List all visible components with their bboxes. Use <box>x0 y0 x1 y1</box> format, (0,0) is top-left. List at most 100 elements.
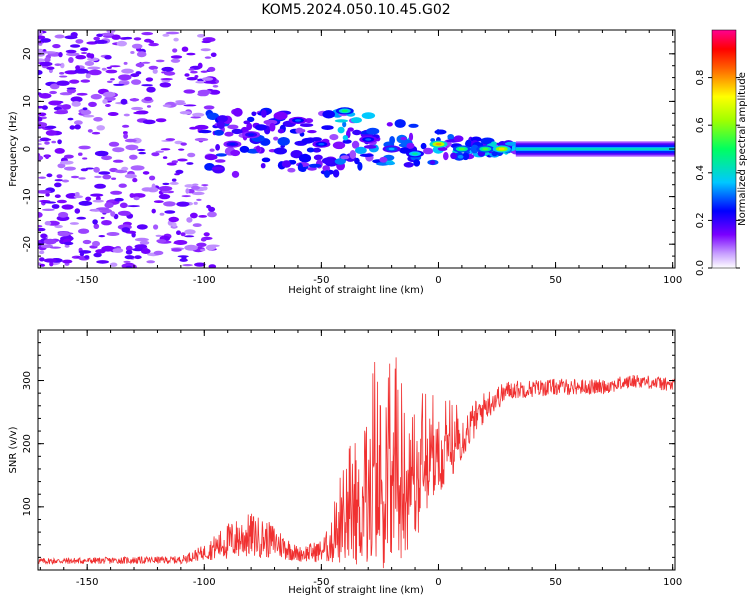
signal-blob <box>504 141 519 146</box>
noise-speck <box>112 248 124 253</box>
signal-peak-blob <box>365 138 372 141</box>
noise-speck <box>93 117 103 122</box>
signal-blob <box>246 148 259 154</box>
signal-blob <box>246 122 253 131</box>
signal-blob <box>307 166 317 171</box>
noise-speck <box>183 89 196 94</box>
noise-speck <box>39 263 46 267</box>
signal-blob <box>215 144 221 151</box>
noise-speck <box>201 40 211 44</box>
noise-speck <box>123 113 130 117</box>
signal-peak-blob <box>482 147 489 151</box>
noise-speck <box>133 37 142 41</box>
y-tick-label: 10 <box>22 95 33 108</box>
noise-speck <box>194 137 209 142</box>
noise-speck <box>48 100 62 106</box>
noise-speck <box>106 232 120 236</box>
signal-blob <box>255 124 267 131</box>
noise-speck <box>195 80 207 84</box>
signal-blob <box>420 142 427 150</box>
noise-speck <box>142 171 150 175</box>
x-tick-label: 100 <box>663 577 682 588</box>
noise-speck <box>210 52 217 58</box>
noise-speck <box>201 77 214 81</box>
noise-speck <box>187 152 196 158</box>
noise-speck <box>108 141 120 147</box>
noise-speck <box>78 177 86 180</box>
signal-blob <box>306 147 315 153</box>
noise-speck <box>107 200 115 203</box>
noise-speck <box>148 42 159 47</box>
noise-speck <box>160 148 171 151</box>
noise-speck <box>90 193 104 197</box>
noise-speck <box>177 158 188 162</box>
noise-speck <box>192 183 199 186</box>
noise-speck <box>90 93 102 100</box>
noise-speck <box>171 160 178 164</box>
noise-speck <box>162 156 168 159</box>
noise-speck <box>38 93 52 99</box>
signal-blob <box>217 115 228 123</box>
noise-speck <box>61 204 74 210</box>
noise-speck <box>120 98 128 105</box>
noise-speck <box>170 55 183 59</box>
noise-speck <box>123 131 128 135</box>
noise-speck <box>207 66 216 72</box>
noise-speck <box>134 237 149 242</box>
noise-speck <box>159 82 172 88</box>
noise-speck <box>163 71 176 76</box>
x-tick-label: -150 <box>76 275 99 286</box>
noise-speck <box>106 66 113 69</box>
noise-speck <box>56 174 63 179</box>
noise-speck <box>46 173 53 178</box>
noise-speck <box>70 31 78 38</box>
noise-speck <box>104 96 116 102</box>
signal-blob <box>470 144 479 154</box>
signal-blob <box>273 147 287 155</box>
noise-speck <box>86 52 92 58</box>
signal-blob <box>230 149 241 157</box>
signal-blob <box>347 127 354 132</box>
signal-peak-blob <box>435 143 442 146</box>
noise-speck <box>42 208 55 211</box>
noise-speck <box>59 75 68 78</box>
noise-speck <box>151 183 156 190</box>
noise-speck <box>84 255 90 259</box>
noise-speck <box>61 179 70 183</box>
noise-speck <box>132 177 138 183</box>
noise-speck <box>192 112 205 117</box>
signal-blob <box>337 126 345 134</box>
signal-peak-blob <box>229 143 236 146</box>
noise-speck <box>170 58 181 63</box>
noise-speck <box>163 201 176 207</box>
noise-speck <box>54 182 62 188</box>
y-tick-label: 100 <box>22 497 33 516</box>
noise-speck <box>183 104 197 107</box>
noise-speck <box>104 55 112 60</box>
signal-blob <box>313 154 323 161</box>
noise-speck <box>144 96 153 101</box>
x-tick-label: 0 <box>435 275 441 286</box>
noise-speck <box>186 77 198 81</box>
noise-speck <box>125 144 139 151</box>
noise-speck <box>91 131 101 135</box>
noise-speck <box>98 171 111 175</box>
signal-blob <box>465 139 472 148</box>
noise-speck <box>87 57 99 62</box>
signal-blob <box>321 157 334 165</box>
noise-speck <box>102 99 108 104</box>
noise-speck <box>70 44 81 48</box>
steady-signal-band <box>515 148 675 150</box>
signal-blob <box>361 112 376 119</box>
noise-speck <box>70 175 80 179</box>
noise-speck <box>38 58 45 62</box>
noise-speck <box>193 201 198 205</box>
noise-speck <box>130 73 140 78</box>
signal-peak-blob <box>341 109 348 113</box>
noise-speck <box>96 125 105 131</box>
signal-blob <box>273 111 288 121</box>
noise-speck <box>57 139 62 145</box>
noise-speck <box>49 90 57 95</box>
signal-peak-blob <box>498 147 505 151</box>
snr-x-axis-label: Height of straight line (km) <box>288 585 424 596</box>
